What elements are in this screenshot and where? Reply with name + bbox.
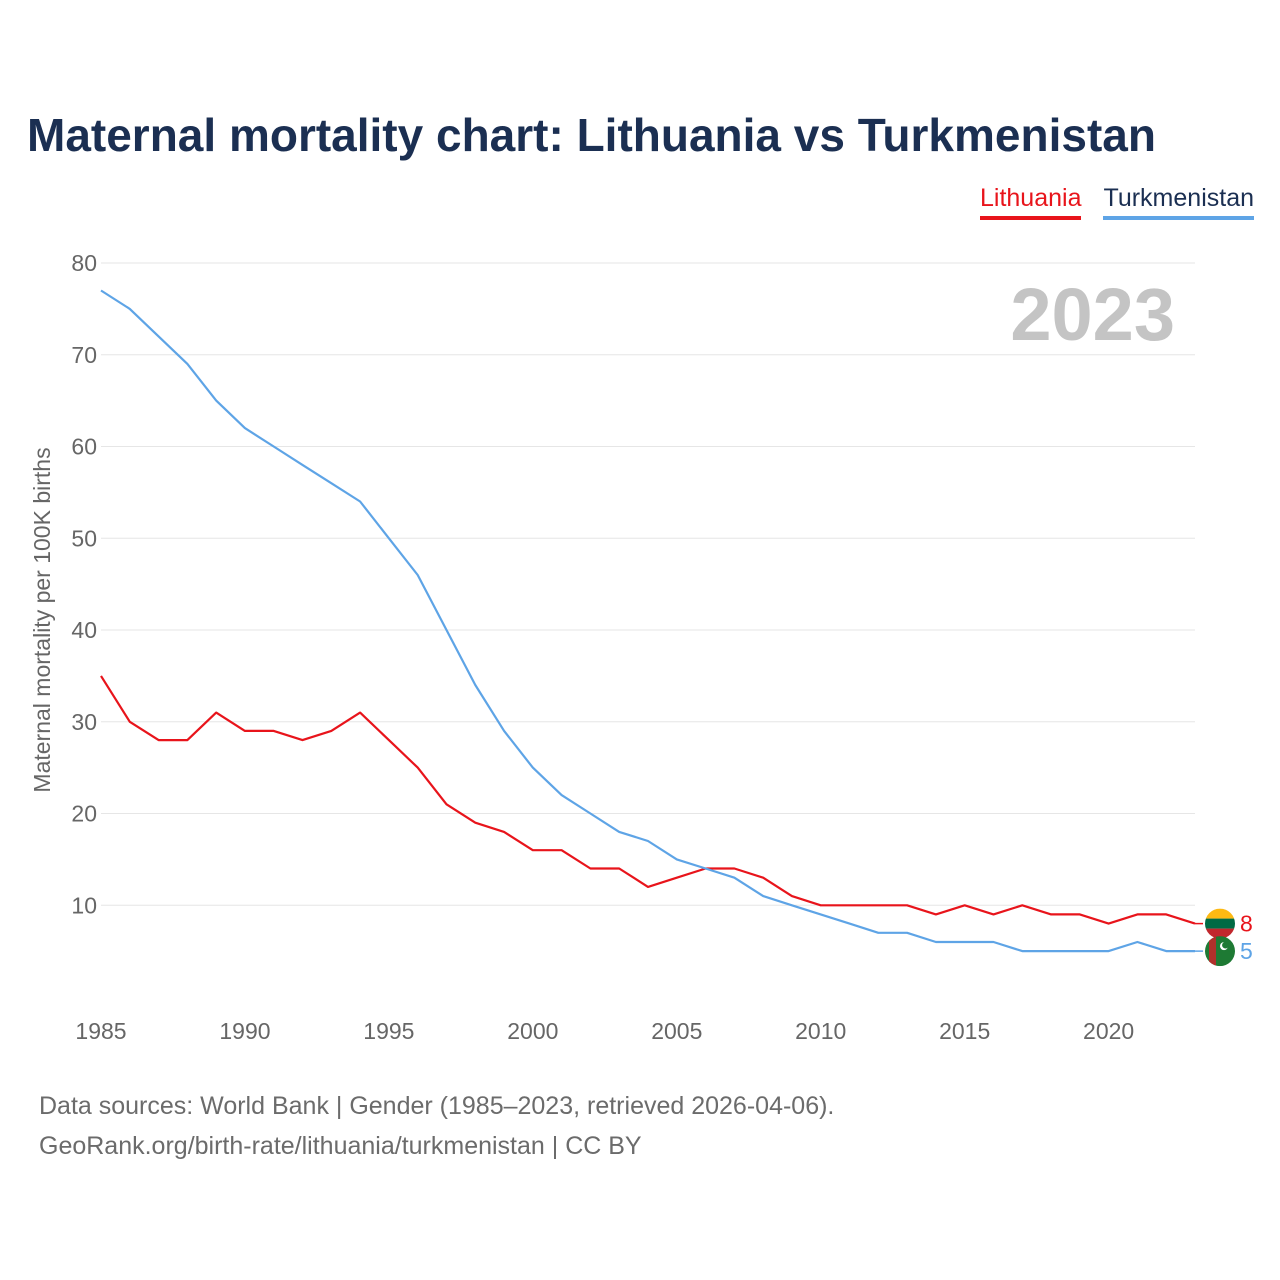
chart-title: Maternal mortality chart: Lithuania vs T… <box>27 109 1156 161</box>
footer: Data sources: World Bank | Gender (1985–… <box>39 1086 834 1166</box>
footer-source: Data sources: World Bank | Gender (1985–… <box>39 1092 835 1120</box>
x-tick-label: 1995 <box>363 1018 414 1044</box>
y-tick-label: 50 <box>71 525 97 551</box>
legend-item-turkmenistan[interactable]: Turkmenistan <box>1103 184 1254 220</box>
x-tick-label: 1990 <box>219 1018 270 1044</box>
end-markers: 85 <box>1195 908 1253 967</box>
series-line-turkmenistan[interactable] <box>100 289 1195 953</box>
y-axis-ticks: 10 20 30 40 50 60 70 80 <box>71 250 97 918</box>
x-axis-ticks: 1985 1990 1995 2000 2005 2010 2015 2020 <box>75 1018 1134 1044</box>
y-axis-label: Maternal mortality per 100K births <box>29 447 55 792</box>
y-tick-label: 70 <box>71 342 97 368</box>
x-tick-label: 2010 <box>795 1018 846 1044</box>
y-tick-label: 20 <box>71 801 97 827</box>
y-tick-label: 60 <box>71 434 97 460</box>
x-tick-label: 2020 <box>1083 1018 1134 1044</box>
legend-item-lithuania[interactable]: Lithuania <box>980 184 1082 220</box>
y-tick-label: 40 <box>71 617 97 643</box>
series-line-lithuania[interactable] <box>100 675 1196 925</box>
footer-link[interactable]: GeoRank.org/birth-rate/lithuania/turkmen… <box>39 1132 642 1160</box>
turkmenistan-flag-icon <box>1205 936 1235 967</box>
x-tick-label: 1985 <box>75 1018 126 1044</box>
series-lines <box>100 289 1196 953</box>
legend: Lithuania Turkmenistan <box>980 184 1254 220</box>
end-value-lithuania: 8 <box>1240 911 1253 937</box>
x-tick-label: 2005 <box>651 1018 702 1044</box>
year-label: 2023 <box>1010 273 1175 356</box>
end-value-turkmenistan: 5 <box>1240 938 1253 964</box>
line-chart: 2023 Maternal mortality per 100K births … <box>29 250 1253 1044</box>
y-tick-label: 80 <box>71 250 97 276</box>
x-tick-label: 2000 <box>507 1018 558 1044</box>
x-tick-label: 2015 <box>939 1018 990 1044</box>
grid-lines <box>101 262 1195 906</box>
lithuania-flag-icon <box>1205 908 1235 939</box>
y-tick-label: 10 <box>71 892 97 918</box>
y-tick-label: 30 <box>71 709 97 735</box>
